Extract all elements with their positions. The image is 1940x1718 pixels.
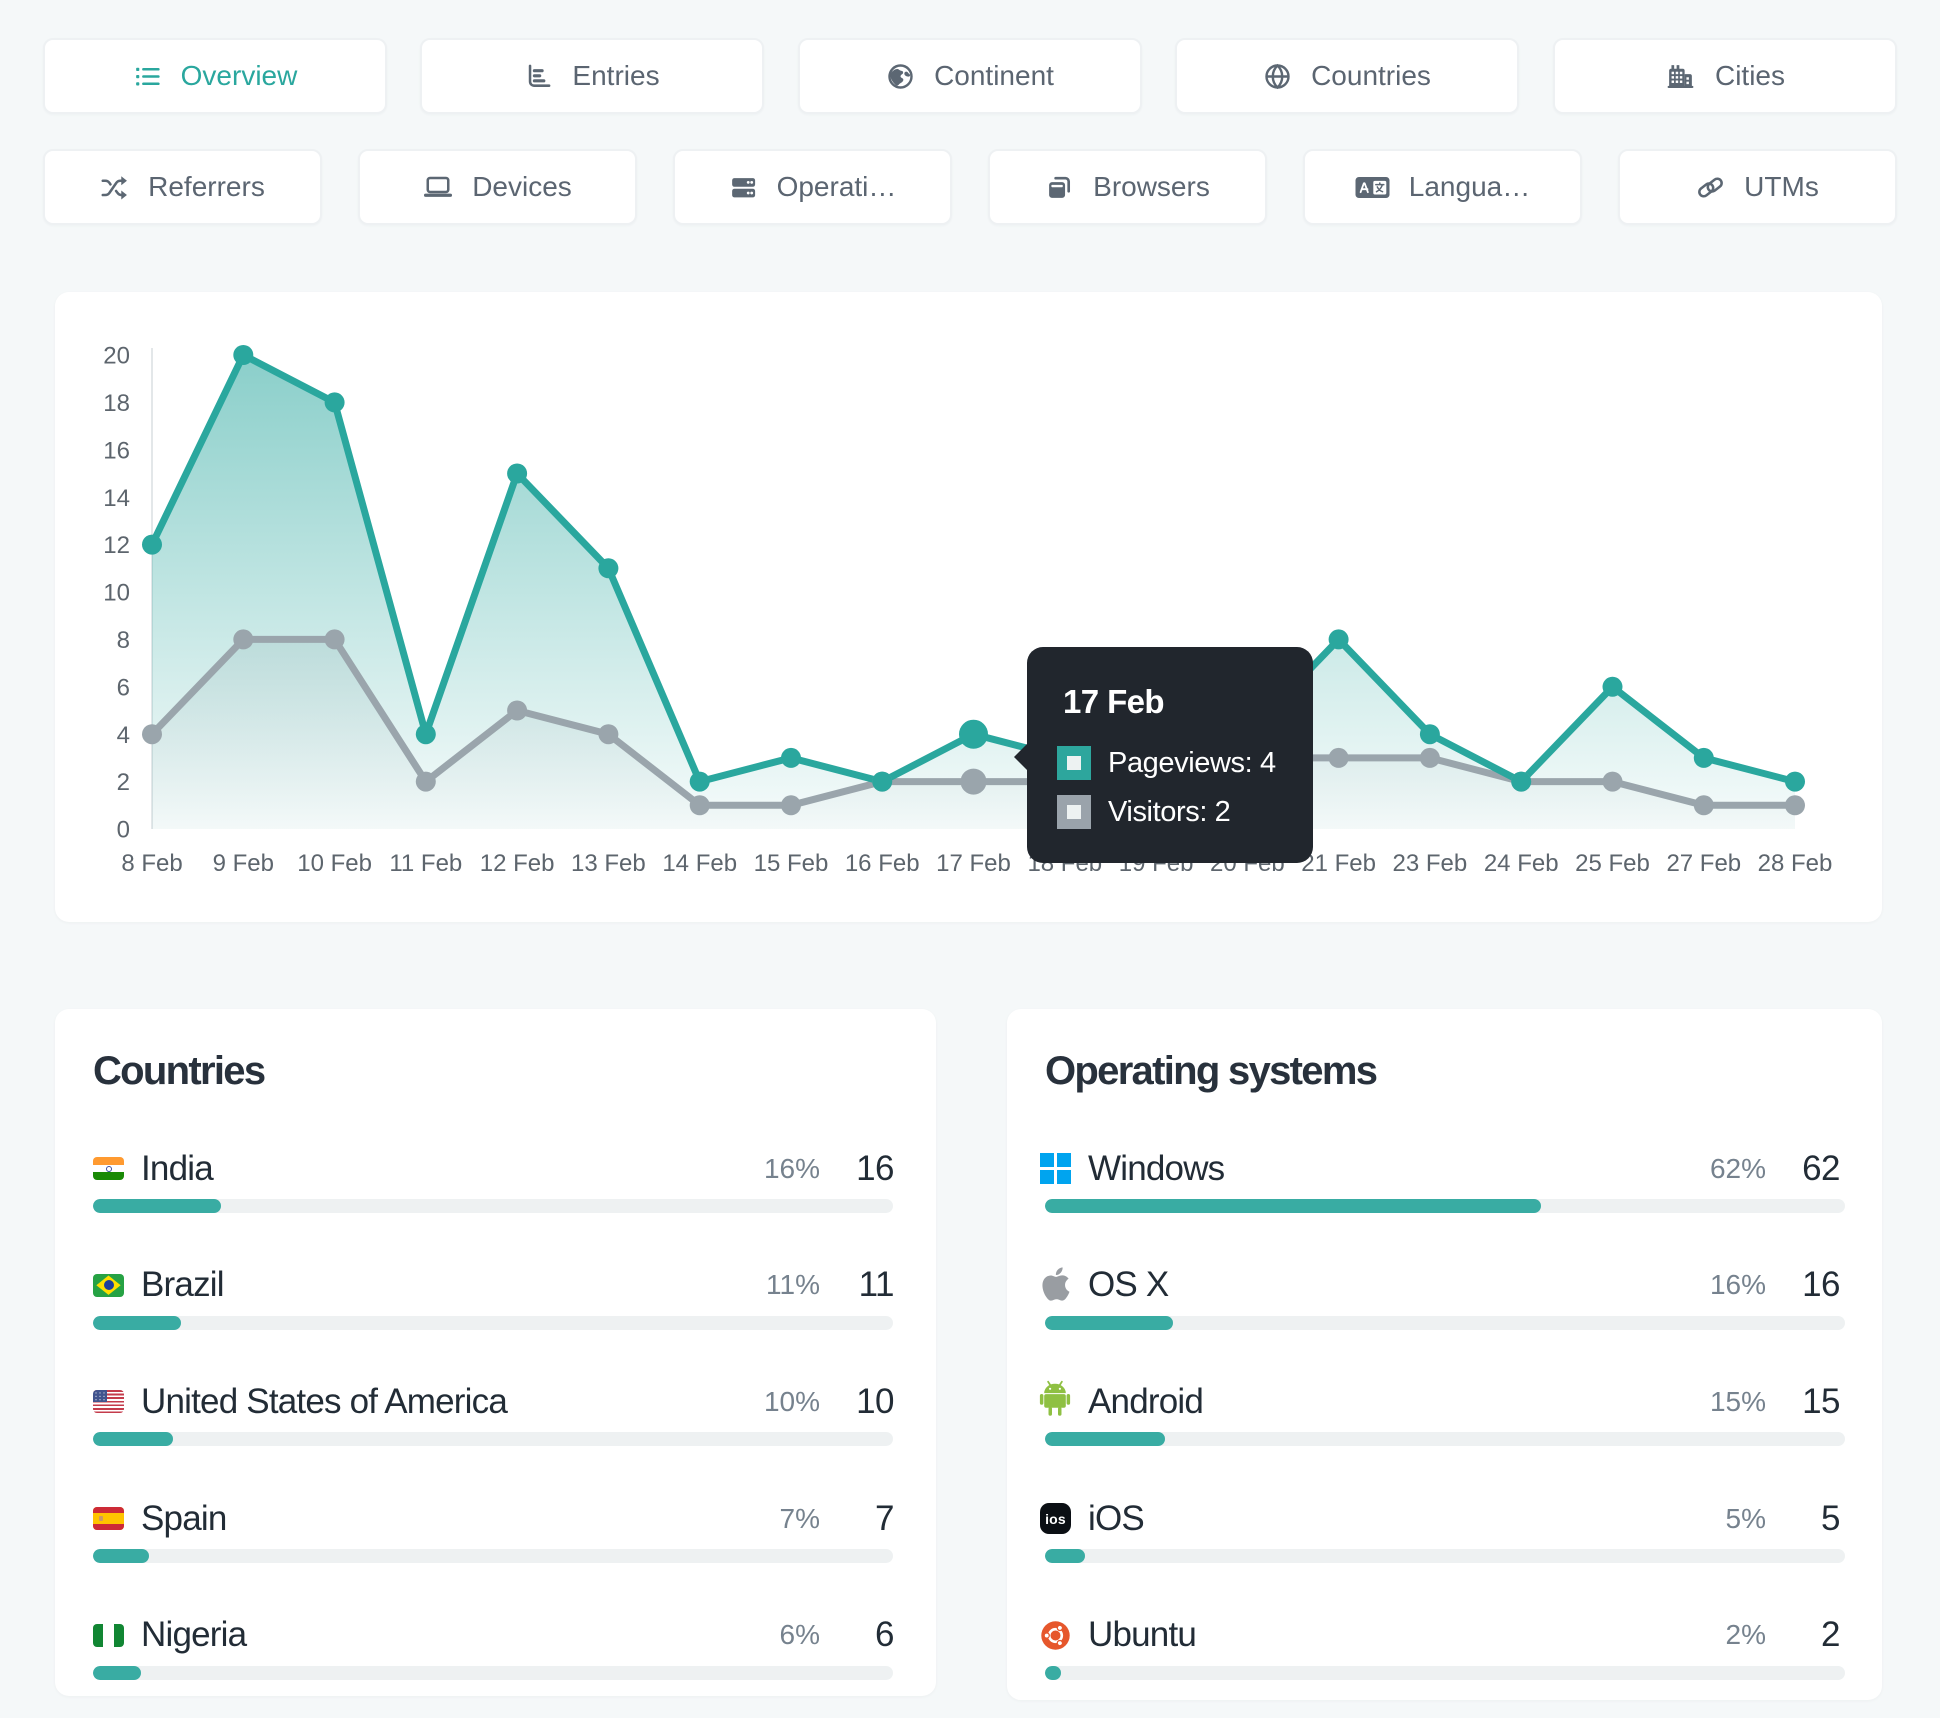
svg-text:18: 18	[103, 390, 130, 417]
svg-text:14: 14	[103, 485, 130, 512]
svg-text:0: 0	[117, 817, 130, 844]
svg-text:12 Feb: 12 Feb	[480, 850, 555, 877]
svg-text:25 Feb: 25 Feb	[1575, 850, 1650, 877]
svg-text:27 Feb: 27 Feb	[1666, 850, 1741, 877]
svg-text:11 Feb: 11 Feb	[389, 850, 462, 877]
svg-text:13 Feb: 13 Feb	[571, 850, 646, 877]
svg-text:16 Feb: 16 Feb	[845, 850, 920, 877]
svg-text:6: 6	[117, 674, 130, 701]
svg-text:21 Feb: 21 Feb	[1301, 850, 1376, 877]
svg-text:20: 20	[103, 343, 130, 370]
svg-text:9 Feb: 9 Feb	[213, 850, 274, 877]
svg-text:17 Feb: 17 Feb	[936, 850, 1011, 877]
svg-text:24 Feb: 24 Feb	[1484, 850, 1559, 877]
svg-text:8 Feb: 8 Feb	[121, 850, 182, 877]
svg-text:23 Feb: 23 Feb	[1393, 850, 1468, 877]
svg-text:14 Feb: 14 Feb	[662, 850, 737, 877]
svg-text:10 Feb: 10 Feb	[297, 850, 372, 877]
svg-text:16: 16	[103, 437, 130, 464]
svg-text:15 Feb: 15 Feb	[754, 850, 829, 877]
svg-text:2: 2	[117, 769, 130, 796]
svg-text:12: 12	[103, 532, 130, 559]
svg-text:10: 10	[103, 580, 130, 607]
svg-text:28 Feb: 28 Feb	[1758, 850, 1833, 877]
svg-text:4: 4	[117, 722, 130, 749]
svg-text:8: 8	[117, 627, 130, 654]
